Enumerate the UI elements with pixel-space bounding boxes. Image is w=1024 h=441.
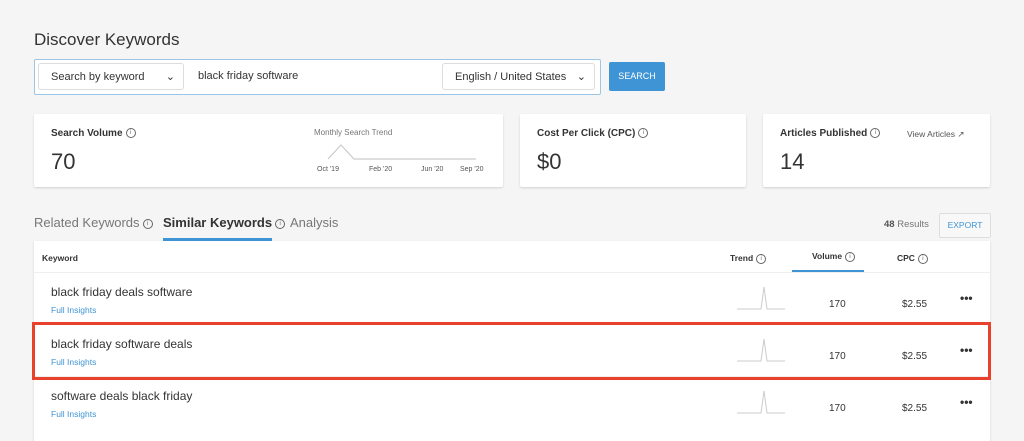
keywords-table: Keyword Trend i Volume i CPC i black friday… (34, 241, 990, 441)
search-input[interactable]: black friday software (198, 70, 299, 82)
more-options-icon[interactable]: ••• (960, 291, 973, 305)
articles-value: 14 (780, 149, 805, 174)
trend-sparkline (737, 286, 785, 310)
chevron-down-icon: ⌄ (576, 71, 586, 83)
info-icon: i (142, 218, 153, 229)
volume-value: 170 (829, 299, 846, 310)
cpc-card: Cost Per Click (CPC) i $0 (520, 114, 746, 187)
active-tab-indicator (163, 238, 272, 241)
trend-label: Oct '19 (317, 166, 339, 173)
header-trend[interactable]: Trend i (730, 253, 767, 264)
results-count: 48 Results (884, 219, 929, 230)
cpc-value: $2.55 (902, 351, 928, 362)
tab-analysis[interactable]: Analysis (290, 215, 339, 230)
info-icon[interactable]: i (870, 128, 881, 139)
table-row[interactable]: software deals black friday Full Insight… (34, 376, 990, 429)
tab-related-keywords[interactable]: Related Keywords i (34, 215, 153, 230)
keyword-text: software deals black friday (51, 389, 193, 403)
highlight-box (32, 322, 991, 380)
full-insights-link[interactable]: Full Insights (51, 305, 97, 315)
keyword-text: black friday deals software (51, 285, 193, 299)
trend-label: Sep '20 (460, 166, 484, 173)
info-icon: i (917, 253, 928, 264)
info-icon: i (845, 251, 856, 262)
search-mode-select[interactable]: Search by keyword ⌄ (38, 63, 184, 90)
volume-value: 170 (829, 403, 846, 414)
card-title: Articles Published (780, 128, 868, 139)
info-icon[interactable]: i (638, 128, 649, 139)
external-link-icon: ↗ (957, 129, 965, 139)
view-articles-link[interactable]: View Articles ↗ (907, 129, 965, 139)
cpc-value: $2.55 (902, 299, 928, 310)
chevron-down-icon: ⌄ (165, 71, 175, 83)
cpc-value: $2.55 (902, 403, 928, 414)
info-icon: i (756, 253, 767, 264)
trend-sparkline (737, 338, 785, 362)
keyword-text: black friday software deals (51, 337, 193, 351)
trend-sparkline (737, 390, 785, 414)
search-bar: Search by keyword ⌄ black friday software… (34, 59, 601, 95)
header-cpc[interactable]: CPC i (897, 253, 928, 264)
info-icon[interactable]: i (125, 128, 136, 139)
trend-sparkline (327, 144, 476, 160)
locale-select[interactable]: English / United States ⌄ (442, 63, 595, 90)
articles-card: Articles Published i 14 View Articles ↗ (763, 114, 990, 187)
info-icon: i (275, 218, 286, 229)
sort-indicator (792, 270, 864, 273)
full-insights-link[interactable]: Full Insights (51, 357, 97, 367)
search-volume-value: 70 (51, 149, 76, 174)
trend-label: Feb '20 (369, 166, 393, 173)
export-button[interactable]: EXPORT (939, 213, 991, 238)
search-button[interactable]: SEARCH (609, 62, 665, 91)
search-volume-card: Search Volume i 70 Monthly Search Trend O… (34, 114, 503, 187)
more-options-icon[interactable]: ••• (960, 395, 973, 409)
more-options-icon[interactable]: ••• (960, 343, 973, 357)
page-title: Discover Keywords (34, 30, 180, 49)
locale-value: English / United States (455, 71, 567, 83)
table-row[interactable]: black friday deals software Full Insight… (34, 272, 990, 325)
header-keyword[interactable]: Keyword (42, 253, 78, 263)
full-insights-link[interactable]: Full Insights (51, 409, 97, 419)
volume-value: 170 (829, 351, 846, 362)
card-title: Search Volume (51, 128, 123, 139)
header-volume[interactable]: Volume i (812, 251, 856, 262)
card-title: Cost Per Click (CPC) (537, 128, 636, 139)
trend-label: Jun '20 (421, 166, 444, 173)
cpc-value: $0 (537, 149, 562, 174)
trend-title: Monthly Search Trend (314, 128, 393, 137)
tab-similar-keywords[interactable]: Similar Keywords i (163, 215, 286, 230)
search-mode-value: Search by keyword (51, 71, 145, 83)
